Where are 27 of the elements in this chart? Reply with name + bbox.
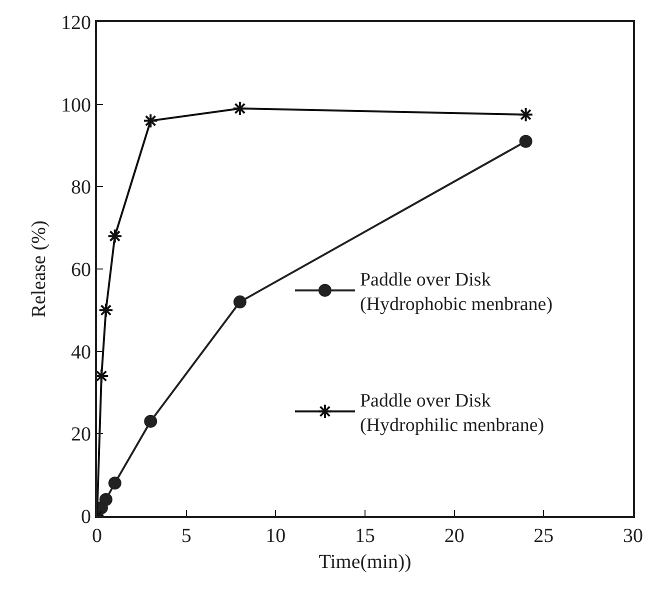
- point: [108, 476, 122, 490]
- y-tick-label: 80: [71, 176, 91, 199]
- y-tick-label: 60: [71, 259, 91, 281]
- x-tick-label: 10: [266, 525, 286, 547]
- point: [233, 295, 246, 308]
- y-tick-label: 0: [81, 506, 91, 528]
- x-tick-label: 15: [355, 525, 375, 547]
- x-tick-label: 30: [623, 525, 643, 547]
- legend-label: Paddle over Disk (Hydrophobic menbrane): [360, 269, 553, 316]
- y-axis-title: Release (%): [28, 220, 50, 318]
- point: [518, 107, 534, 122]
- point: [519, 134, 532, 148]
- x-tick-label: 20: [444, 525, 464, 547]
- y-tick-label: 20: [71, 424, 91, 446]
- y-tick-label: 40: [71, 341, 91, 364]
- x-axis-title: Time(min)): [318, 551, 412, 573]
- point: [98, 302, 114, 318]
- x-tick-label: 25: [534, 525, 554, 547]
- y-tick-label: 100: [61, 94, 91, 116]
- point: [143, 113, 158, 128]
- legend-label: Paddle over Disk (Hydrophilic menbrane): [360, 390, 544, 436]
- y-tick-label: 120: [61, 12, 91, 34]
- point: [144, 414, 158, 428]
- point: [232, 100, 248, 116]
- point: [107, 228, 122, 244]
- point: [99, 493, 112, 506]
- x-tick-label: 5: [181, 525, 192, 547]
